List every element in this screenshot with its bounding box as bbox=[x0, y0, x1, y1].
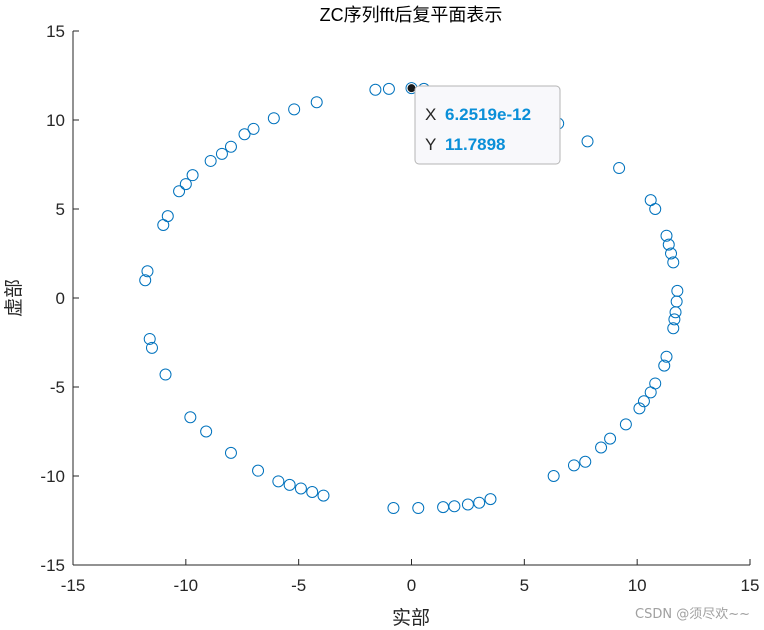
data-point[interactable] bbox=[644, 194, 657, 207]
data-point[interactable] bbox=[173, 185, 186, 198]
data-point[interactable] bbox=[670, 295, 683, 308]
data-point[interactable] bbox=[669, 306, 682, 319]
datatip-y-value: 11.7898 bbox=[445, 135, 506, 154]
data-point[interactable] bbox=[317, 489, 330, 502]
datatip-x-key: X bbox=[425, 105, 436, 124]
datatip-x-value: 6.2519e-12 bbox=[445, 105, 531, 124]
data-point[interactable] bbox=[215, 147, 228, 160]
data-point[interactable] bbox=[671, 284, 684, 297]
data-point[interactable] bbox=[145, 341, 158, 354]
data-point[interactable] bbox=[139, 274, 152, 287]
y-tick-label: 5 bbox=[56, 200, 65, 219]
data-point[interactable] bbox=[306, 486, 319, 499]
data-point[interactable] bbox=[252, 464, 265, 477]
data-point[interactable] bbox=[387, 502, 400, 515]
y-tick-label: -10 bbox=[40, 467, 65, 486]
datatip-y-key: Y bbox=[425, 135, 436, 154]
data-point[interactable] bbox=[649, 377, 662, 390]
chart-title: ZC序列fft后复平面表示 bbox=[320, 5, 503, 25]
data-point[interactable] bbox=[619, 418, 632, 431]
y-tick-label: 15 bbox=[46, 22, 65, 41]
data-point[interactable] bbox=[369, 83, 382, 96]
y-tick-label: 10 bbox=[46, 111, 65, 130]
data-point[interactable] bbox=[200, 425, 213, 438]
data-point[interactable] bbox=[448, 500, 461, 513]
data-point[interactable] bbox=[224, 140, 237, 153]
data-point[interactable] bbox=[667, 322, 680, 335]
data-point[interactable] bbox=[484, 493, 497, 506]
data-point[interactable] bbox=[595, 441, 608, 454]
data-point[interactable] bbox=[141, 265, 154, 278]
data-point[interactable] bbox=[581, 135, 594, 148]
data-points bbox=[139, 82, 684, 515]
data-point[interactable] bbox=[665, 247, 678, 260]
data-point[interactable] bbox=[310, 96, 323, 109]
data-point[interactable] bbox=[157, 219, 170, 232]
y-tick-label: -5 bbox=[50, 378, 65, 397]
data-point[interactable] bbox=[159, 368, 172, 381]
data-point[interactable] bbox=[461, 498, 474, 511]
y-tick-label: -15 bbox=[40, 556, 65, 575]
data-point[interactable] bbox=[658, 359, 671, 372]
data-point[interactable] bbox=[238, 128, 251, 141]
data-point[interactable] bbox=[412, 502, 425, 515]
ticks: -15 -10 -5 0 5 10 15 -15 -10 -5 0 5 10 15 bbox=[40, 22, 759, 595]
data-point[interactable] bbox=[267, 112, 280, 125]
x-tick-label: 15 bbox=[741, 576, 760, 595]
x-tick-label: -5 bbox=[291, 576, 306, 595]
watermark: CSDN @须尽欢~~ bbox=[635, 607, 750, 622]
plot-area bbox=[72, 31, 750, 566]
data-point[interactable] bbox=[294, 482, 307, 495]
data-point[interactable] bbox=[613, 162, 626, 175]
x-tick-label: 10 bbox=[628, 576, 647, 595]
data-point[interactable] bbox=[143, 332, 156, 345]
data-point[interactable] bbox=[660, 229, 673, 242]
data-point[interactable] bbox=[660, 350, 673, 363]
data-point[interactable] bbox=[437, 501, 450, 514]
y-axis-title: 虚部 bbox=[3, 279, 25, 317]
x-tick-label: 0 bbox=[407, 576, 416, 595]
data-point[interactable] bbox=[283, 478, 296, 491]
data-point[interactable] bbox=[204, 154, 217, 167]
data-point[interactable] bbox=[186, 169, 199, 182]
data-point[interactable] bbox=[272, 475, 285, 488]
datatip[interactable]: X 6.2519e-12 Y 11.7898 bbox=[406, 83, 561, 165]
x-tick-label: 5 bbox=[520, 576, 529, 595]
y-tick-label: 0 bbox=[56, 289, 65, 308]
data-point[interactable] bbox=[662, 238, 675, 251]
data-point[interactable] bbox=[247, 122, 260, 135]
data-point[interactable] bbox=[604, 432, 617, 445]
data-point[interactable] bbox=[473, 496, 486, 509]
data-point[interactable] bbox=[667, 256, 680, 269]
data-point[interactable] bbox=[184, 411, 197, 424]
data-point[interactable] bbox=[288, 103, 301, 116]
x-tick-label: -15 bbox=[61, 576, 86, 595]
data-point[interactable] bbox=[224, 446, 237, 459]
data-point[interactable] bbox=[382, 82, 395, 95]
data-point[interactable] bbox=[579, 455, 592, 468]
data-point[interactable] bbox=[567, 459, 580, 472]
x-axis-title: 实部 bbox=[392, 607, 430, 629]
datatip-box bbox=[414, 85, 561, 165]
data-point[interactable] bbox=[179, 178, 192, 191]
data-point[interactable] bbox=[547, 470, 560, 482]
data-point[interactable] bbox=[633, 402, 646, 415]
x-tick-label: -10 bbox=[174, 576, 199, 595]
data-point[interactable] bbox=[668, 313, 681, 326]
data-point[interactable] bbox=[637, 395, 650, 408]
